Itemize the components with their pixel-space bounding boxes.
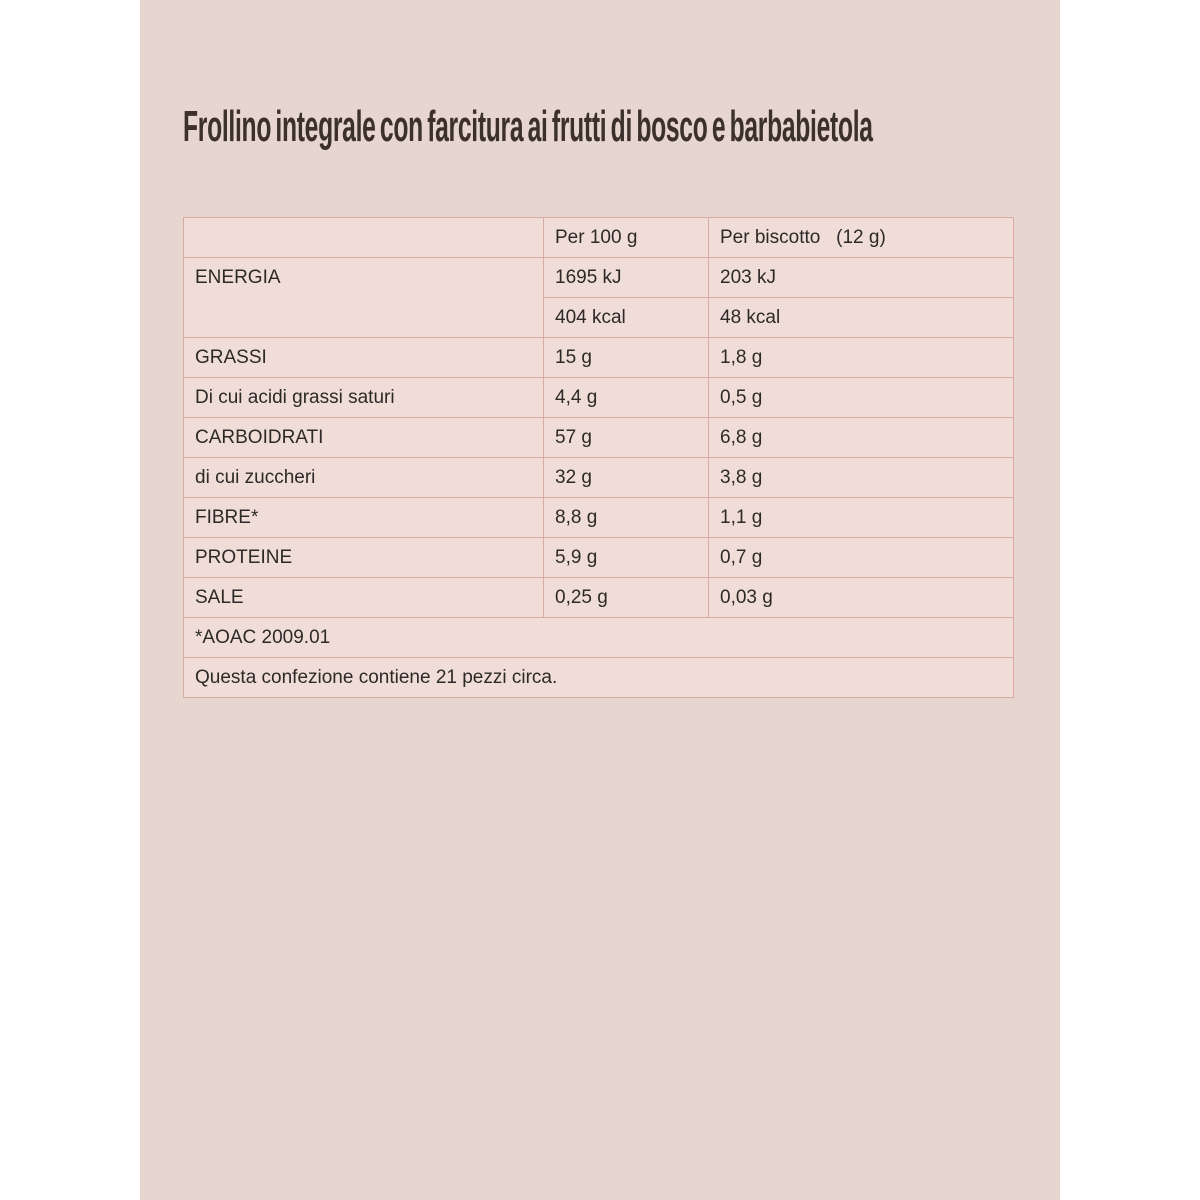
- value-per-biscotto: 6,8 g: [708, 417, 1014, 458]
- value-per-biscotto: 1,1 g: [708, 497, 1014, 538]
- row-label: di cui zuccheri: [183, 457, 544, 498]
- value-per-biscotto: 0,03 g: [708, 577, 1014, 618]
- table-row-carboidrati: CARBOIDRATI 57 g 6,8 g: [183, 417, 1014, 458]
- table-row-proteine: PROTEINE 5,9 g 0,7 g: [183, 537, 1014, 578]
- table-footnote-row: *AOAC 2009.01: [183, 617, 1014, 658]
- value-per-100g: 0,25 g: [543, 577, 709, 618]
- header-cell-empty: [183, 217, 544, 258]
- value-per-100g: 57 g: [543, 417, 709, 458]
- value-per-biscotto: 0,7 g: [708, 537, 1014, 578]
- row-label: GRASSI: [183, 337, 544, 378]
- header-cell-per-biscotto: Per biscotto (12 g): [708, 217, 1014, 258]
- value-per-biscotto: 0,5 g: [708, 377, 1014, 418]
- row-label: CARBOIDRATI: [183, 417, 544, 458]
- table-row-grassi-saturi: Di cui acidi grassi saturi 4,4 g 0,5 g: [183, 377, 1014, 418]
- value-per-100g: 5,9 g: [543, 537, 709, 578]
- value-per-100g: 8,8 g: [543, 497, 709, 538]
- value-per-biscotto: 1,8 g: [708, 337, 1014, 378]
- value-per-biscotto: 48 kcal: [708, 297, 1014, 338]
- table-row-fibre: FIBRE* 8,8 g 1,1 g: [183, 497, 1014, 538]
- table-package-note-row: Questa confezione contiene 21 pezzi circ…: [183, 657, 1014, 698]
- value-per-100g: 4,4 g: [543, 377, 709, 418]
- package-note: Questa confezione contiene 21 pezzi circ…: [183, 657, 1014, 698]
- row-label: SALE: [183, 577, 544, 618]
- value-per-100g: 15 g: [543, 337, 709, 378]
- header-cell-per-100g: Per 100 g: [543, 217, 709, 258]
- nutrition-table: Per 100 g Per biscotto (12 g) ENERGIA 16…: [183, 217, 1014, 698]
- value-per-100g: 32 g: [543, 457, 709, 498]
- row-label: PROTEINE: [183, 537, 544, 578]
- table-row-zuccheri: di cui zuccheri 32 g 3,8 g: [183, 457, 1014, 498]
- product-info-panel: Frollino integrale con farcitura ai frut…: [140, 0, 1060, 1200]
- aoac-footnote: *AOAC 2009.01: [183, 617, 1014, 658]
- table-row-grassi: GRASSI 15 g 1,8 g: [183, 337, 1014, 378]
- value-per-biscotto: 3,8 g: [708, 457, 1014, 498]
- table-row-sale: SALE 0,25 g 0,03 g: [183, 577, 1014, 618]
- value-per-100g: 404 kcal: [543, 297, 709, 338]
- table-row-energia-kcal: 404 kcal 48 kcal: [184, 297, 1014, 338]
- row-label-energia: ENERGIA: [183, 257, 544, 338]
- table-header-row: Per 100 g Per biscotto (12 g): [183, 217, 1014, 258]
- row-label: FIBRE*: [183, 497, 544, 538]
- value-per-biscotto: 203 kJ: [708, 257, 1014, 298]
- value-per-100g: 1695 kJ: [543, 257, 709, 298]
- row-label: Di cui acidi grassi saturi: [183, 377, 544, 418]
- table-row-energia-kj: ENERGIA 1695 kJ 203 kJ: [183, 257, 1014, 338]
- product-title: Frollino integrale con farcitura ai frut…: [183, 102, 873, 151]
